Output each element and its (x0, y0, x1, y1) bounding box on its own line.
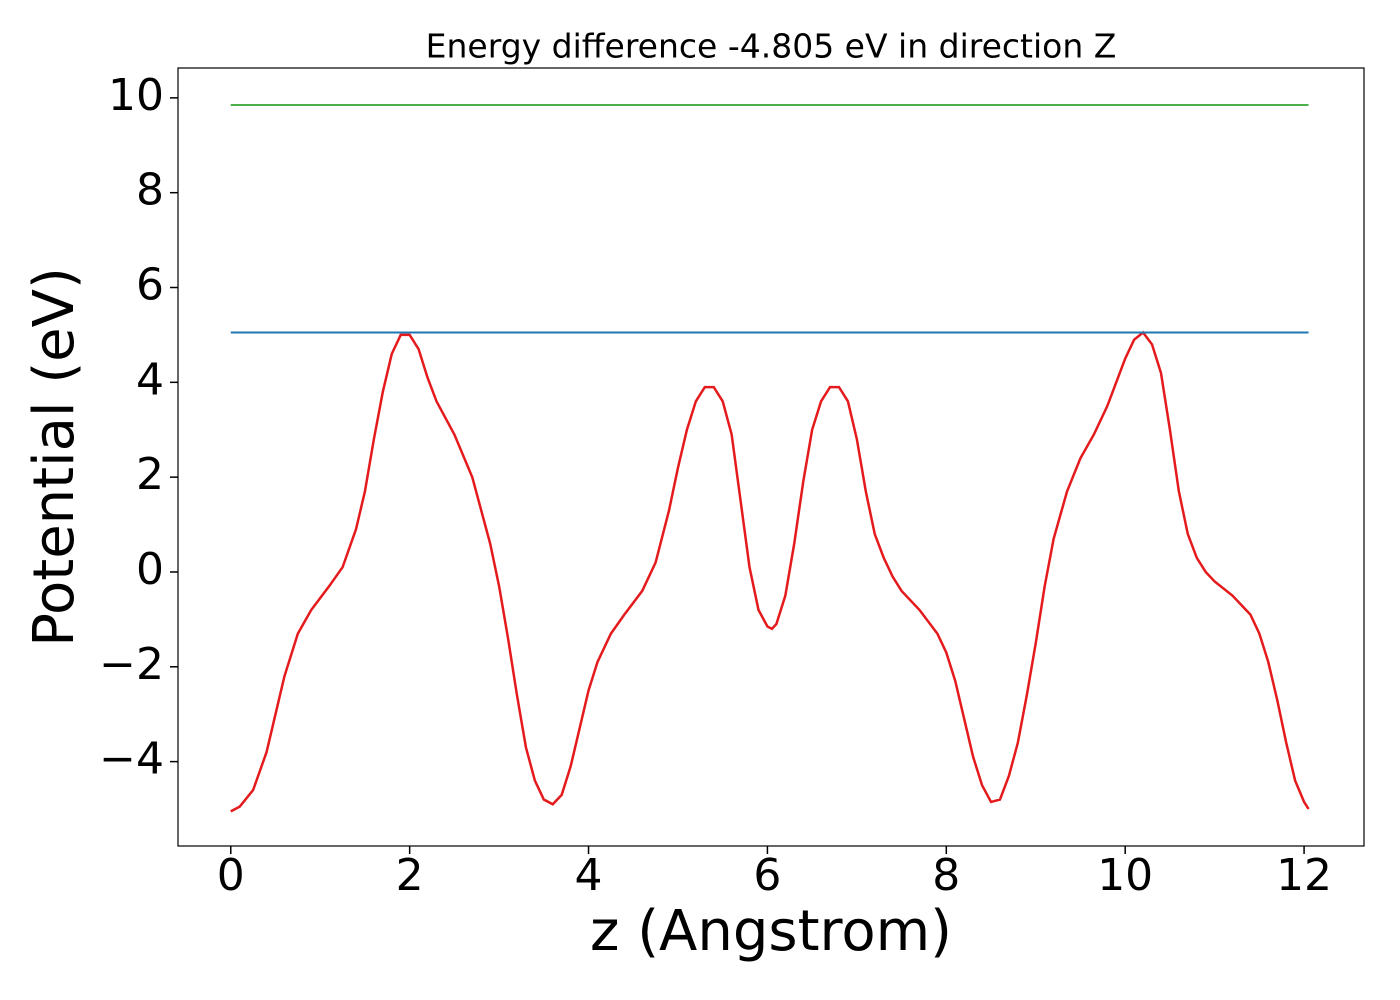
x-axis-label: z (Angstrom) (590, 899, 952, 964)
y-tick-label: 10 (108, 70, 164, 121)
y-tick-label: −4 (99, 734, 164, 785)
x-tick-label: 0 (217, 850, 245, 901)
y-tick-label: 0 (136, 544, 164, 595)
chart-title: Energy difference -4.805 eV in direction… (426, 27, 1117, 66)
line-series (230, 330, 1310, 813)
x-tick-label: 8 (932, 850, 960, 901)
plot-frame (177, 67, 1365, 847)
x-tick-label: 4 (575, 850, 603, 901)
y-tick-label: 4 (136, 354, 164, 405)
y-axis-label: Potential (eV) (22, 267, 87, 647)
y-tick-label: 2 (136, 449, 164, 500)
x-tick-label: 6 (753, 850, 781, 901)
y-tick-label: −2 (99, 639, 164, 690)
y-tick-label: 8 (136, 165, 164, 216)
x-tick-label: 10 (1097, 850, 1153, 901)
x-tick-label: 12 (1276, 850, 1332, 901)
y-tick-label: 6 (136, 260, 164, 311)
x-tick-label: 2 (396, 850, 424, 901)
